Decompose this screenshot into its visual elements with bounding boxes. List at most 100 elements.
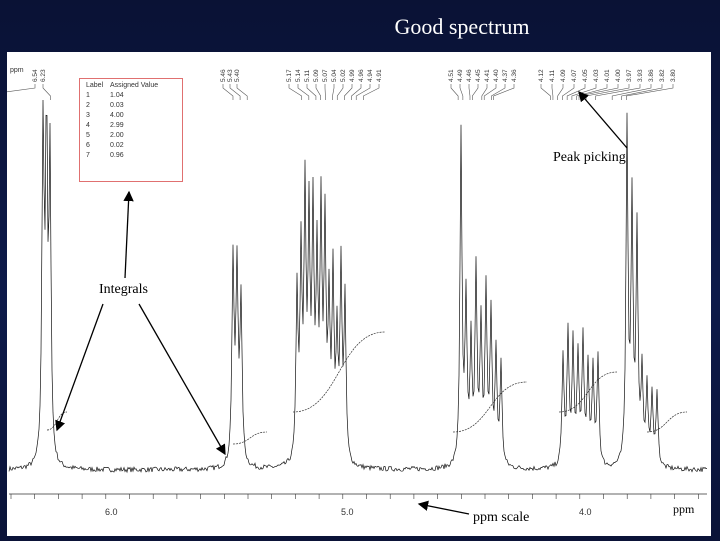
integrals-arrow-table: [125, 192, 129, 278]
peak-label-leader: [43, 84, 50, 100]
peak-label: 5.46: [220, 69, 227, 82]
row-label: 1: [86, 91, 110, 101]
row-label: 2: [86, 101, 110, 111]
peak-label-leader: [237, 84, 247, 100]
peak-label-leader: [333, 84, 334, 100]
row-value: 0.02: [110, 141, 170, 151]
peak-label-leader: [316, 84, 321, 100]
column-header-label: Label: [86, 82, 110, 89]
axis-tick-label: 6.0: [105, 507, 118, 517]
axis-tick-label: 5.0: [341, 507, 354, 517]
peak-label: 4.40: [493, 69, 500, 82]
peak-label: 4.01: [604, 69, 611, 82]
row-label: 7: [86, 151, 110, 161]
peak-label: 4.03: [593, 69, 600, 82]
peak-label: 5.07: [322, 69, 329, 82]
peak-label-leader: [626, 84, 673, 100]
peak-label: 4.49: [457, 69, 464, 82]
integral-curve: [293, 332, 385, 412]
slide-title: Good spectrum: [0, 14, 720, 40]
peak-label-leader: [552, 84, 553, 100]
peak-label: 4.41: [484, 69, 491, 82]
peak-label: 4.12: [538, 69, 545, 82]
peak-picking-callout: Peak picking: [553, 150, 626, 166]
peak-label: 5.14: [295, 69, 302, 82]
integral-curve: [559, 372, 617, 412]
peak-picking-arrow: [579, 92, 627, 148]
peak-label: 6.23: [40, 69, 47, 82]
integral-curve: [233, 432, 267, 444]
axis-unit-label: ppm: [10, 67, 24, 74]
peak-label: 3.82: [659, 69, 666, 82]
peak-label: 4.00: [615, 69, 622, 82]
peak-label: 4.91: [376, 69, 383, 82]
peak-label: 4.37: [502, 69, 509, 82]
peak-label-leader: [289, 84, 302, 100]
integral-curves: [47, 332, 687, 444]
integrals-arrow-right: [139, 304, 225, 454]
peak-label-leader: [577, 84, 607, 100]
integral-table-header: Label Assigned Value: [80, 79, 182, 91]
row-value: 2.99: [110, 121, 170, 131]
row-value: 0.96: [110, 151, 170, 161]
axis-tick-label: 4.0: [579, 507, 592, 517]
peak-label-leader: [541, 84, 551, 100]
peak-label-leader: [337, 84, 343, 100]
peak-label: 4.07: [571, 69, 578, 82]
peak-label-leader: [307, 84, 316, 100]
peak-label: 5.11: [304, 69, 311, 82]
peak-label-leader: [344, 84, 352, 100]
peak-label: 4.96: [358, 69, 365, 82]
peak-label-leader: [230, 84, 240, 100]
peak-label: 5.04: [331, 69, 338, 82]
row-label: 5: [86, 131, 110, 141]
row-label: 3: [86, 111, 110, 121]
ppm-scale-callout: ppm scale: [473, 510, 529, 526]
peak-label: 3.97: [626, 69, 633, 82]
peak-label: 4.46: [466, 69, 473, 82]
ppm-scale-arrow: [419, 504, 469, 514]
peak-label-leader: [622, 84, 662, 100]
peak-label-leader: [460, 84, 463, 100]
peak-label: 6.54: [32, 69, 39, 82]
integral-curve: [47, 412, 67, 430]
peak-label-leader: [363, 84, 379, 100]
peak-label-leader: [223, 84, 233, 100]
peak-label: 4.11: [549, 69, 556, 82]
peak-label-leader: [451, 84, 458, 100]
peak-label: 4.45: [475, 69, 482, 82]
ppm-unit-callout: ppm: [673, 502, 694, 517]
integrals-arrow-left: [57, 304, 103, 430]
row-value: 2.00: [110, 131, 170, 141]
peak-label-leader: [484, 84, 496, 100]
peak-label-leader: [494, 84, 514, 100]
integral-curve: [453, 382, 527, 432]
peak-label: 4.94: [367, 69, 374, 82]
peak-label-leader: [567, 84, 585, 100]
peak-label: 3.86: [648, 69, 655, 82]
row-label: 6: [86, 141, 110, 151]
peak-label: 5.09: [313, 69, 320, 82]
peak-label-leader: [7, 84, 35, 100]
peak-label-leader: [472, 84, 478, 100]
peak-label: 4.51: [448, 69, 455, 82]
peak-label: 4.05: [582, 69, 589, 82]
peak-label-leader: [491, 84, 505, 100]
row-label: 4: [86, 121, 110, 131]
integrals-callout: Integrals: [99, 282, 148, 298]
peak-label-leader: [562, 84, 574, 100]
peak-label: 4.36: [511, 69, 518, 82]
row-value: 1.04: [110, 91, 170, 101]
peak-label: 3.80: [670, 69, 677, 82]
peak-label: 4.99: [349, 69, 356, 82]
column-header-assigned-value: Assigned Value: [110, 82, 170, 89]
